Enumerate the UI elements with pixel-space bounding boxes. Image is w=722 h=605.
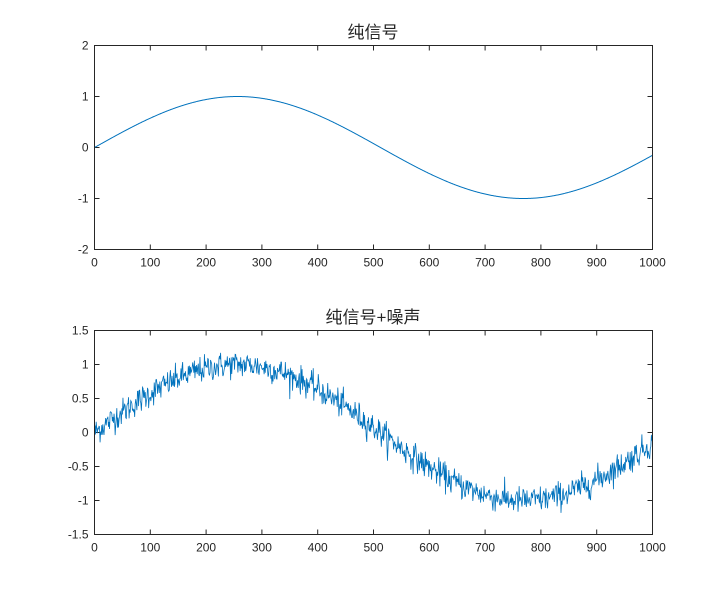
y-tick-label: 0 [82,426,89,440]
x-tick-label: 600 [419,256,439,270]
x-tick-label: 1000 [639,256,666,270]
x-tick-label: 700 [475,541,495,555]
x-tick-label: 300 [252,256,272,270]
y-tick-label: -1 [78,494,89,508]
y-tick-label: 1 [82,358,89,372]
y-tick-label: -2 [78,243,89,257]
y-tick-label: 1 [82,90,89,104]
y-tick-label: -1.5 [68,528,89,542]
x-tick-labels: 0 100 200 300 400 500 600 700 800 900 1000 [91,256,666,270]
axes-pure-signal: 纯信号 -2 -1 0 1 2 0 100 200 300 400 500 600 700 800 900… [78,23,666,270]
x-tick-label: 500 [363,256,383,270]
y-tick-label: 0 [82,141,89,155]
plot-title: 纯信号+噪声 [326,308,421,327]
x-tick-label: 800 [531,256,551,270]
x-tick-label: 600 [419,541,439,555]
plot-title: 纯信号 [348,23,399,42]
y-tick-label: -0.5 [68,460,89,474]
x-tick-label: 900 [587,541,607,555]
x-tick-label: 100 [140,256,160,270]
axes-box [94,45,653,250]
x-tick-label: 500 [363,541,383,555]
x-tick-label: 200 [196,256,216,270]
x-tick-label: 400 [308,541,328,555]
x-tick-label: 0 [91,256,98,270]
x-tick-label: 800 [531,541,551,555]
y-tick-label: 1.5 [72,324,89,338]
x-tick-label: 0 [91,541,98,555]
y-tick-label: -1 [78,192,89,206]
x-tick-label: 700 [475,256,495,270]
y-tick-labels: -1.5 -1 -0.5 0 0.5 1 1.5 [68,324,89,542]
x-tick-labels: 0 100 200 300 400 500 600 700 800 900 1000 [91,541,666,555]
x-tick-label: 100 [140,541,160,555]
x-tick-label: 400 [308,256,328,270]
tick-marks [94,330,653,535]
x-tick-label: 300 [252,541,272,555]
x-tick-label: 900 [587,256,607,270]
axes-box [94,330,653,535]
x-tick-label: 1000 [639,541,666,555]
y-tick-labels: -2 -1 0 1 2 [78,39,89,257]
axes-signal-plus-noise: 纯信号+噪声 -1.5 -1 -0.5 0 0.5 1 1.5 0 100 200 300 400 5… [68,308,666,555]
noisy-signal-line [94,352,653,513]
x-tick-label: 200 [196,541,216,555]
y-tick-label: 2 [82,39,89,53]
tick-marks [94,45,653,250]
y-tick-label: 0.5 [72,392,89,406]
signal-line [94,96,653,199]
